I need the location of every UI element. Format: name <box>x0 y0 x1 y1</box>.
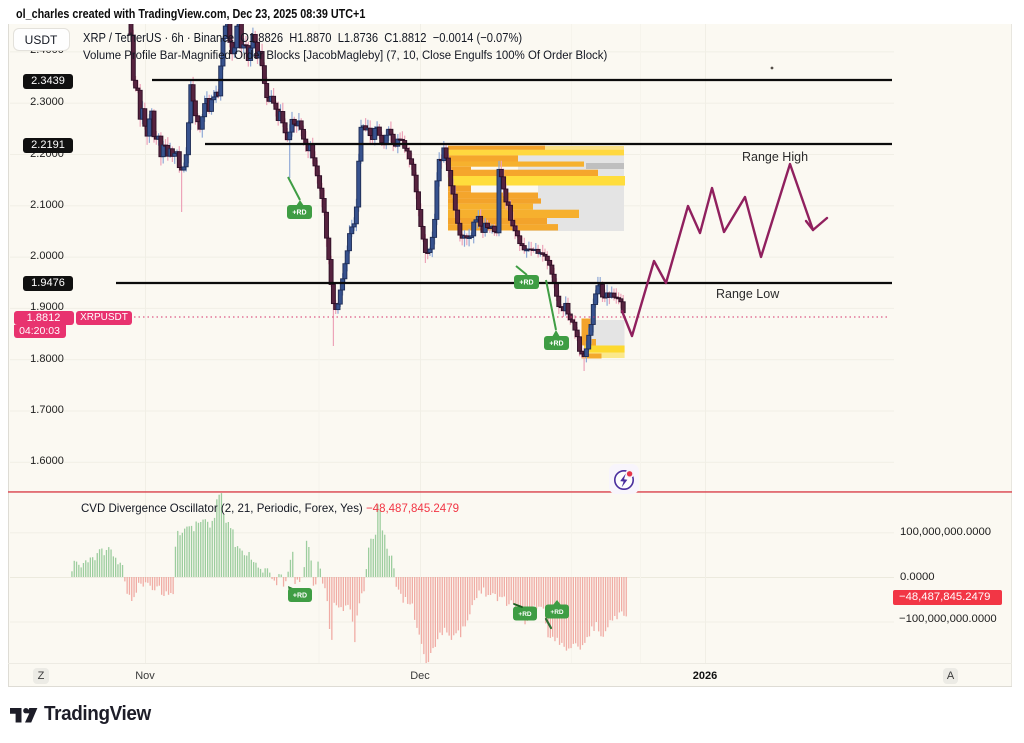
svg-text:+RD: +RD <box>518 611 531 618</box>
svg-text:+RD: +RD <box>292 210 306 217</box>
svg-text:+RD: +RD <box>519 280 533 287</box>
svg-text:+RD: +RD <box>549 341 563 348</box>
svg-text:+RD: +RD <box>550 609 563 616</box>
svg-text:+RD: +RD <box>293 593 307 600</box>
